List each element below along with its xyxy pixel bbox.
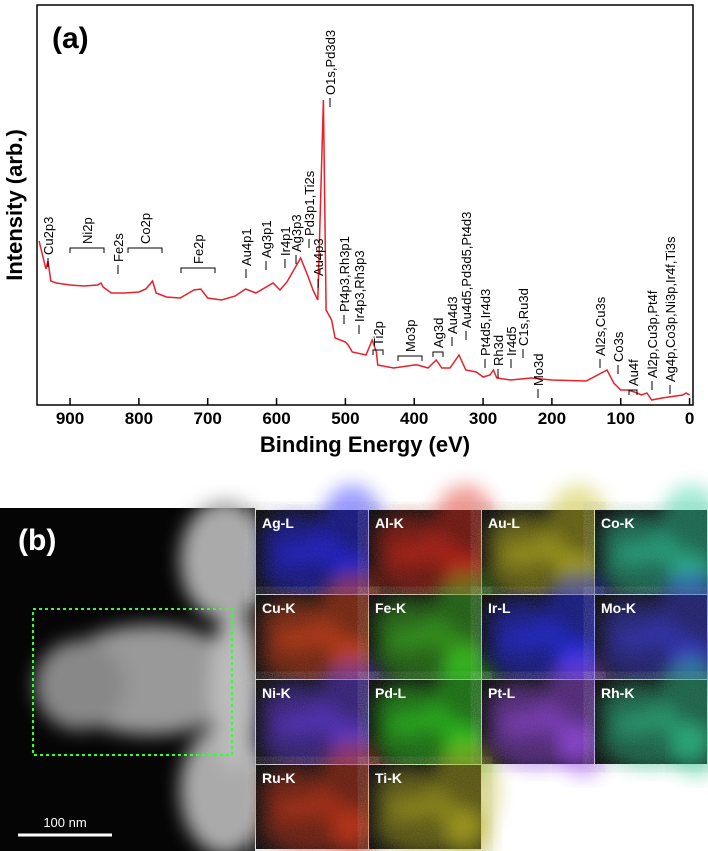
map-label: Cu-K: [262, 600, 295, 616]
map-label: Ti-K: [375, 770, 402, 786]
map-label: Co-K: [601, 515, 634, 531]
peak-label: Ir4p1: [278, 226, 293, 256]
element-map: Pt-L: [482, 654, 612, 778]
peak-label: Ti2p: [371, 321, 386, 346]
map-signal: [600, 514, 669, 566]
map-signal: [374, 684, 443, 736]
peak-label: Au4f: [626, 359, 641, 386]
x-axis-label: Binding Energy (eV): [260, 432, 470, 457]
peak-label: Au4p3: [311, 238, 326, 276]
panel-label: (b): [18, 524, 56, 557]
map-signal: [374, 769, 443, 821]
x-tick-label: 100: [607, 409, 635, 428]
panel-b: 100 nm (b) Ag-L Al-K Au-L Co-K Cu-K Fe-K Ir-L M…: [0, 484, 708, 851]
peak-bracket: [69, 247, 105, 253]
x-tick-label: 800: [125, 409, 153, 428]
map-label: Pt-L: [488, 685, 516, 701]
x-tick-label: 0: [685, 409, 694, 428]
peak-label: Ir4p3,Rh3p3: [352, 250, 367, 322]
map-label: Au-L: [488, 515, 520, 531]
peak-label: Ag3d: [431, 318, 446, 348]
peak-label: Cu2p3: [41, 217, 56, 255]
map-signal: [674, 726, 708, 778]
peak-label: Rh3d: [491, 335, 506, 366]
map-signal: [487, 599, 556, 651]
y-axis-label: Intensity (arb.): [2, 129, 27, 281]
x-tick-label: 500: [331, 409, 359, 428]
map-label: Ir-L: [488, 600, 511, 616]
element-map: Mo-K: [595, 569, 708, 693]
map-label: Fe-K: [375, 600, 406, 616]
map-signal: [487, 514, 556, 566]
peak-label: Co3s: [611, 331, 626, 362]
map-signal: [261, 514, 330, 566]
peak-bracket: [397, 355, 423, 361]
peak-label: Al2s,Cu3s: [593, 296, 608, 356]
peak-label: Ag3p3: [289, 214, 304, 252]
x-tick-label: 700: [194, 409, 222, 428]
map-label: Rh-K: [601, 685, 634, 701]
peak-bracket: [432, 351, 444, 357]
peak-bracket: [372, 349, 384, 355]
peak-bracket: [628, 389, 638, 395]
element-map: Ru-K: [256, 739, 386, 851]
scale-bar-label: 100 nm: [43, 815, 86, 830]
peak-label: Ir4d5: [504, 326, 519, 356]
particle: [35, 500, 270, 851]
peak-label: Pt4d5,Ir4d3: [478, 289, 493, 356]
spectrum-line: [38, 99, 690, 401]
element-map: Ti-K: [369, 739, 499, 851]
x-tick-label: 300: [469, 409, 497, 428]
peak-label: Co2p: [138, 213, 153, 244]
peak-label: Fe2p: [191, 234, 206, 264]
peak-label: Fe2s: [111, 233, 126, 262]
map-label: Mo-K: [601, 600, 636, 616]
peak-label: Ag3p1: [259, 220, 274, 258]
peak-label: Al2p,Cu3p,Pt4f: [645, 290, 660, 378]
x-tick-label: 600: [262, 409, 290, 428]
map-signal: [448, 811, 494, 851]
map-label: Al-K: [375, 515, 404, 531]
peak-label: Au4d3: [445, 296, 460, 334]
peak-label: Mo3d: [531, 353, 546, 386]
map-signal: [374, 599, 443, 651]
map-signal: [261, 599, 330, 651]
plot-frame: [36, 4, 694, 406]
x-tick-label: 200: [538, 409, 566, 428]
map-signal: [335, 811, 381, 851]
map-label: Ru-K: [262, 770, 295, 786]
peak-label: Ag4p,Co3p,Ni3p,Ir4f,Ti3s: [663, 236, 678, 382]
x-tick-label: 900: [56, 409, 84, 428]
map-signal: [487, 684, 556, 736]
map-signal: [261, 684, 330, 736]
x-tick-label: 400: [400, 409, 428, 428]
peak-label: Ni2p: [80, 217, 95, 244]
map-signal: [374, 514, 443, 566]
map-signal: [261, 769, 330, 821]
peak-label: Mo3p: [403, 319, 418, 352]
peak-label: Pt4p3,Rh3p1: [337, 236, 352, 312]
peak-label: C1s,Ru3d: [516, 288, 531, 346]
element-map: Rh-K: [595, 654, 708, 778]
peak-label: Au4p1: [239, 228, 254, 266]
peak-label: Au4d5,Pd3d5,Pt4d3: [459, 212, 474, 328]
peak-label: Pd3p1,Ti2s: [302, 170, 317, 236]
map-label: Ag-L: [262, 515, 294, 531]
peak-bracket: [180, 267, 216, 273]
map-signal: [600, 684, 669, 736]
map-signal: [600, 599, 669, 651]
map-label: Ni-K: [262, 685, 291, 701]
peak-bracket: [127, 247, 163, 253]
peak-label: O1s,Pd3d3: [323, 30, 338, 95]
map-label: Pd-L: [375, 685, 407, 701]
selection-box: [32, 608, 233, 756]
panel-label: (a): [52, 22, 89, 55]
